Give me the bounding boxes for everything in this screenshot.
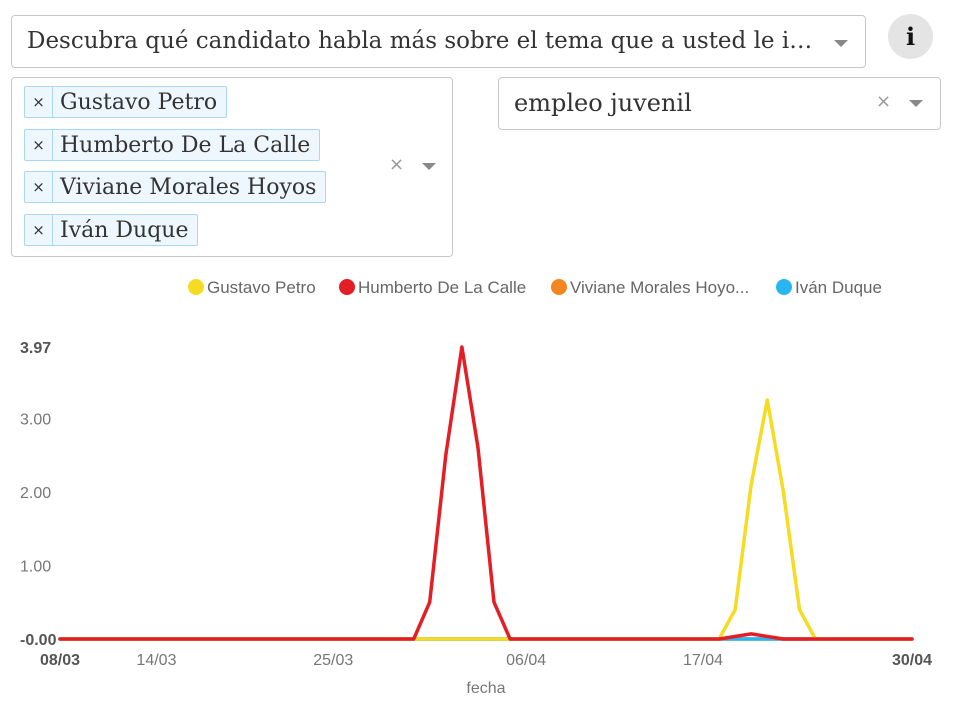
candidate-chip: × Humberto De La Calle	[24, 129, 321, 161]
legend-swatch	[551, 279, 567, 295]
candidate-chip-label: Iván Duque	[60, 217, 189, 243]
legend-swatch	[776, 279, 792, 295]
title-select[interactable]: Descubra qué candidato habla más sobre e…	[11, 15, 866, 68]
chevron-down-icon[interactable]	[834, 40, 848, 47]
chevron-down-icon[interactable]	[909, 100, 923, 107]
line-chart: Gustavo Petro Humberto De La Calle Viviane…	[20, 278, 932, 697]
y-tick-label: -0.00	[20, 632, 57, 649]
x-tick-label: 14/03	[136, 652, 176, 669]
x-tick-label: 30/04	[892, 652, 932, 669]
series-line	[58, 345, 914, 641]
legend-label: Humberto De La Calle	[358, 278, 526, 297]
candidate-chip-label: Gustavo Petro	[60, 89, 218, 115]
candidate-chip: × Viviane Morales Hoyos	[24, 171, 327, 203]
remove-chip-icon[interactable]: ×	[25, 172, 53, 202]
y-tick-label: 3.97	[20, 340, 51, 357]
info-button[interactable]: i	[888, 14, 933, 59]
x-axis-title: fecha	[466, 680, 505, 697]
y-tick-label: 3.00	[20, 411, 51, 428]
topic-select[interactable]: empleo juvenil ×	[498, 77, 941, 130]
x-tick-label: 08/03	[40, 652, 80, 669]
legend-label: Viviane Morales Hoyo...	[570, 278, 749, 297]
chevron-down-icon[interactable]	[422, 163, 436, 170]
legend-swatch	[188, 279, 204, 295]
remove-chip-icon[interactable]: ×	[25, 130, 53, 160]
legend-swatch	[339, 279, 355, 295]
y-tick-label: 1.00	[20, 558, 51, 575]
legend-label: Gustavo Petro	[207, 278, 316, 297]
candidate-chip-label: Humberto De La Calle	[60, 132, 311, 158]
x-tick-label: 17/04	[683, 652, 723, 669]
candidate-chip: × Gustavo Petro	[24, 86, 228, 118]
clear-topic-icon[interactable]: ×	[876, 91, 892, 112]
candidate-multiselect[interactable]: × Gustavo Petro × Humberto De La Calle ×…	[11, 77, 453, 257]
info-icon: i	[905, 22, 916, 51]
clear-all-icon[interactable]: ×	[389, 154, 405, 175]
topic-select-value: empleo juvenil	[514, 89, 692, 117]
legend-label: Iván Duque	[795, 278, 882, 297]
title-select-value: Descubra qué candidato habla más sobre e…	[27, 28, 827, 54]
remove-chip-icon[interactable]: ×	[25, 87, 53, 117]
x-tick-label: 06/04	[506, 652, 546, 669]
series-line	[58, 398, 914, 641]
candidate-chip-label: Viviane Morales Hoyos	[60, 174, 317, 200]
remove-chip-icon[interactable]: ×	[25, 215, 53, 245]
candidate-chip: × Iván Duque	[24, 214, 199, 246]
y-tick-label: 2.00	[20, 485, 51, 502]
x-tick-label: 25/03	[313, 652, 353, 669]
